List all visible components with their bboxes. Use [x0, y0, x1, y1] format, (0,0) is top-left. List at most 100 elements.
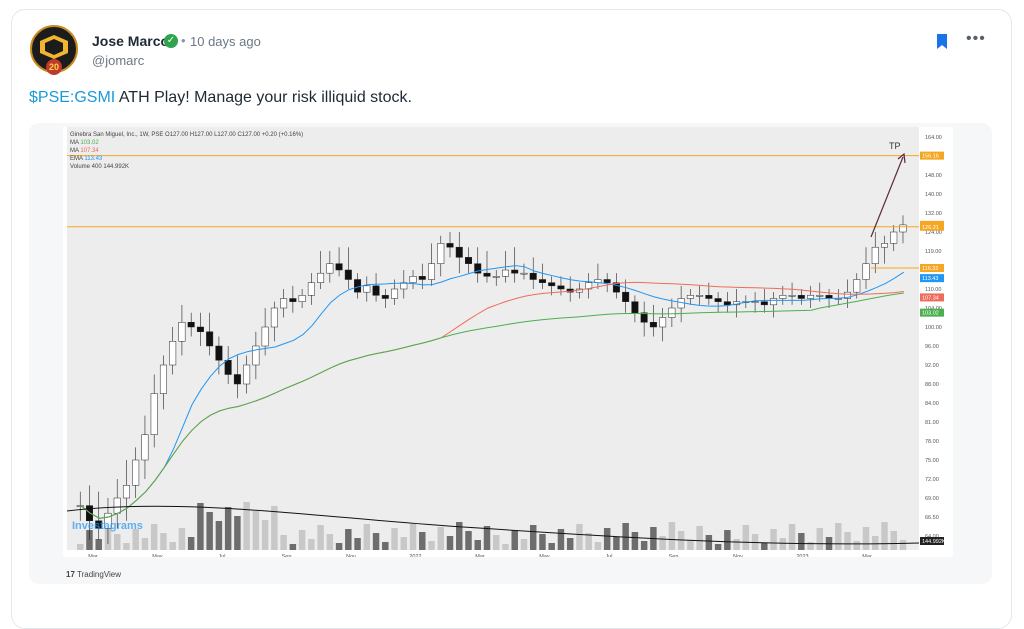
- candle-body: [871, 246, 879, 264]
- volume-bar: [271, 506, 278, 550]
- candle-body: [483, 272, 491, 277]
- y-tick-label: 96.00: [925, 344, 939, 350]
- volume-bar: [474, 540, 481, 550]
- candle-body: [529, 272, 537, 280]
- avatar[interactable]: 20: [28, 25, 80, 77]
- volume-bar: [141, 538, 149, 550]
- volume-bar: [872, 536, 879, 550]
- volume-bar: [437, 527, 445, 550]
- ema-value: 113.43: [84, 156, 103, 162]
- volume-bar: [705, 535, 713, 550]
- volume-bar: [354, 538, 361, 550]
- volume-bar: [400, 537, 408, 550]
- y-tick-label: 148.00: [925, 173, 942, 179]
- volume-bar: [798, 533, 805, 550]
- candle-body: [252, 345, 260, 366]
- price-tag-label: 107.34: [922, 295, 939, 301]
- more-options-icon[interactable]: •••: [966, 30, 986, 47]
- volume-bar: [493, 535, 500, 550]
- volume-bar: [372, 533, 380, 550]
- price-tag: [920, 222, 944, 231]
- price-tag-label: 116.32: [922, 266, 938, 272]
- volume-bar: [456, 522, 463, 550]
- author-name[interactable]: Jose Marco: [92, 33, 170, 49]
- bookmark-icon[interactable]: [936, 34, 948, 49]
- volume-bar: [520, 539, 528, 550]
- volume-bar: [345, 529, 352, 550]
- candle-body: [807, 295, 815, 299]
- candle-body: [696, 295, 704, 297]
- candle-body: [132, 459, 140, 486]
- candle-body: [659, 317, 667, 328]
- volume-bar: [215, 521, 223, 550]
- candle-body: [270, 307, 278, 328]
- author-handle[interactable]: @jomarc: [92, 53, 145, 68]
- candle-body: [187, 322, 195, 328]
- candle-body: [862, 263, 870, 280]
- volume-bar: [261, 520, 269, 550]
- candle-body: [224, 360, 232, 375]
- volume-bar: [733, 539, 740, 550]
- candle-body: [400, 282, 408, 290]
- volume-bar: [409, 523, 417, 550]
- candle-body: [307, 282, 315, 296]
- volume-bar: [234, 516, 241, 550]
- candles: [76, 215, 907, 544]
- candle-body: [233, 374, 241, 385]
- volume-bar: [631, 532, 639, 550]
- candle-body: [354, 279, 362, 293]
- avatar-badge: 20: [49, 62, 59, 72]
- y-tick-label: 69.00: [925, 496, 939, 502]
- price-tag-label: 156.16: [922, 154, 939, 160]
- candle-body: [169, 341, 177, 366]
- ticker-link[interactable]: $PSE:GSMI: [29, 89, 116, 106]
- candle-body: [280, 298, 288, 309]
- price-tag: [920, 274, 944, 283]
- candle-body: [215, 345, 223, 361]
- price-tag: [920, 308, 944, 317]
- candle-body: [455, 246, 463, 258]
- candle-body: [344, 269, 352, 280]
- candle-body: [816, 295, 824, 297]
- post-time[interactable]: 10 days ago: [190, 34, 261, 49]
- candle-body: [511, 269, 519, 274]
- candle-body: [501, 269, 509, 277]
- volume-bar: [206, 512, 213, 550]
- volume-bar: [853, 541, 861, 550]
- y-tick-label: 84.00: [925, 401, 939, 407]
- candle-body: [298, 295, 306, 302]
- y-tick-label: 132.00: [925, 211, 942, 217]
- price-tag: [920, 537, 944, 545]
- volume-bar: [576, 524, 583, 550]
- price-tag-label: 103.02: [922, 311, 939, 317]
- y-tick-label: 88.00: [925, 382, 939, 388]
- volume-bar: [770, 529, 777, 550]
- volume-bar: [557, 529, 565, 550]
- candle-body: [437, 243, 445, 264]
- candle-body: [76, 505, 84, 507]
- volume-bar: [539, 534, 546, 550]
- candle-body: [788, 295, 796, 297]
- tradingview-logo-icon: 17: [66, 570, 75, 579]
- candle-body: [317, 272, 325, 283]
- volume-bar: [132, 529, 139, 550]
- candle-body: [428, 263, 436, 280]
- candle-body: [723, 301, 731, 306]
- candle-body: [760, 301, 768, 306]
- volume-bar: [280, 535, 287, 550]
- plot-area: [67, 127, 919, 550]
- volume-bar: [95, 539, 102, 550]
- candle-body: [196, 326, 204, 332]
- ema-label: EMA: [70, 156, 83, 162]
- volume-bar: [187, 537, 195, 550]
- volume-bar: [289, 544, 297, 550]
- price-chart: 164.00156.00148.00140.00132.00124.00119.…: [63, 127, 953, 557]
- volume-bar: [844, 532, 851, 550]
- volume-bar: [123, 543, 130, 550]
- volume-bar: [594, 542, 602, 550]
- y-tick-label: 75.00: [925, 458, 939, 464]
- volume-bar: [335, 543, 343, 550]
- tp-label: TP: [889, 141, 901, 151]
- candle-body: [705, 295, 713, 299]
- ma2-value: 107.34: [80, 148, 99, 154]
